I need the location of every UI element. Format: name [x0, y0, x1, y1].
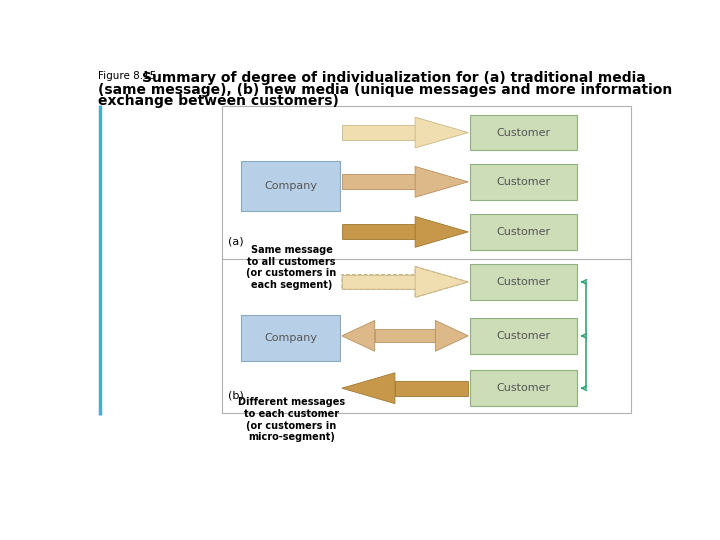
Polygon shape	[415, 217, 468, 247]
FancyBboxPatch shape	[469, 115, 577, 150]
Polygon shape	[342, 125, 415, 140]
Polygon shape	[395, 381, 468, 396]
Polygon shape	[342, 174, 415, 189]
Text: Company: Company	[264, 181, 318, 191]
Text: (b): (b)	[228, 391, 243, 401]
FancyBboxPatch shape	[469, 214, 577, 249]
Text: Customer: Customer	[496, 277, 550, 287]
Polygon shape	[342, 225, 415, 239]
Text: Figure 8.15: Figure 8.15	[98, 71, 156, 81]
Text: (same message), (b) new media (unique messages and more information: (same message), (b) new media (unique me…	[98, 83, 672, 97]
Polygon shape	[415, 117, 468, 148]
FancyBboxPatch shape	[469, 318, 577, 354]
Text: exchange between customers): exchange between customers)	[98, 94, 338, 108]
Text: Customer: Customer	[496, 227, 550, 237]
Text: Customer: Customer	[496, 127, 550, 138]
Text: Different messages
to each customer
(or customers in
micro-segment): Different messages to each customer (or …	[238, 397, 345, 442]
Text: Company: Company	[264, 333, 318, 343]
Text: Same message
to all customers
(or customers in
each segment): Same message to all customers (or custom…	[246, 245, 337, 290]
Text: Customer: Customer	[496, 383, 550, 393]
Text: Customer: Customer	[496, 331, 550, 341]
Polygon shape	[342, 274, 415, 289]
FancyBboxPatch shape	[241, 161, 341, 211]
FancyBboxPatch shape	[222, 106, 631, 413]
Polygon shape	[342, 320, 374, 351]
Polygon shape	[342, 373, 395, 403]
Text: (a): (a)	[228, 237, 243, 247]
Polygon shape	[374, 329, 436, 342]
Polygon shape	[415, 267, 468, 298]
Polygon shape	[415, 166, 468, 197]
Text: Customer: Customer	[496, 177, 550, 187]
FancyBboxPatch shape	[469, 264, 577, 300]
Polygon shape	[436, 320, 468, 351]
FancyBboxPatch shape	[469, 164, 577, 200]
Text: Summary of degree of individualization for (a) traditional media: Summary of degree of individualization f…	[142, 71, 646, 85]
FancyBboxPatch shape	[469, 370, 577, 406]
FancyBboxPatch shape	[241, 315, 341, 361]
